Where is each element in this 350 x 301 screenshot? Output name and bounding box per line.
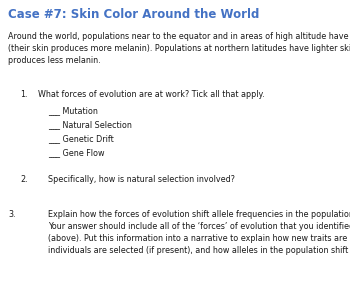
Text: Around the world, populations near to the equator and in areas of high altitude : Around the world, populations near to th… — [8, 32, 350, 65]
Text: Specifically, how is natural selection involved?: Specifically, how is natural selection i… — [48, 175, 235, 184]
Text: ___ Gene Flow: ___ Gene Flow — [48, 148, 105, 157]
Text: ___ Mutation: ___ Mutation — [48, 106, 98, 115]
Text: ___ Natural Selection: ___ Natural Selection — [48, 120, 132, 129]
Text: ___ Genetic Drift: ___ Genetic Drift — [48, 134, 114, 143]
Text: Explain how the forces of evolution shift allele frequencies in the population o: Explain how the forces of evolution shif… — [48, 210, 350, 256]
Text: What forces of evolution are at work? Tick all that apply.: What forces of evolution are at work? Ti… — [38, 90, 265, 99]
Text: 2.: 2. — [20, 175, 28, 184]
Text: 1.: 1. — [20, 90, 28, 99]
Text: Case #7: Skin Color Around the World: Case #7: Skin Color Around the World — [8, 8, 259, 21]
Text: 3.: 3. — [8, 210, 15, 219]
